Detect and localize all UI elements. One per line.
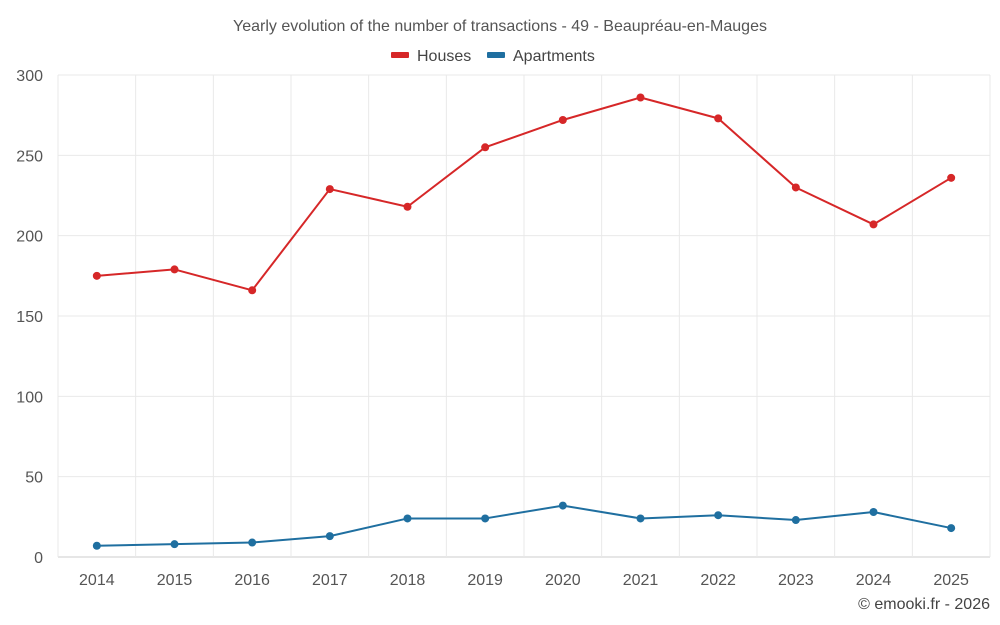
point-apartments-2025[interactable] bbox=[947, 524, 956, 533]
y-axis: 0 50 100 150 200 250 300 bbox=[16, 68, 43, 567]
point-houses-2016[interactable] bbox=[248, 286, 257, 295]
x-tick-label-2016: 2016 bbox=[234, 572, 270, 589]
chart-title: Yearly evolution of the number of transa… bbox=[233, 18, 767, 35]
point-apartments-2014[interactable] bbox=[92, 541, 101, 550]
series-line-apartments bbox=[96, 504, 952, 547]
y-tick-label: 0 bbox=[34, 550, 43, 567]
point-apartments-2022[interactable] bbox=[714, 511, 723, 520]
credit-text: © emooki.fr - 2026 bbox=[858, 596, 990, 613]
series-group bbox=[92, 93, 956, 550]
x-tick-label-2019: 2019 bbox=[467, 572, 503, 589]
x-tick-label-2014: 2014 bbox=[79, 572, 115, 589]
legend-item-apartments[interactable]: Apartments bbox=[487, 48, 595, 65]
point-apartments-2017[interactable] bbox=[325, 532, 334, 541]
point-houses-2022[interactable] bbox=[714, 114, 723, 123]
point-houses-2020[interactable] bbox=[558, 115, 567, 124]
x-axis: 2014 2015 2016 2017 2018 2019 2020 2021 2022 2023… bbox=[79, 572, 969, 589]
x-tick-label-2015: 2015 bbox=[157, 572, 193, 589]
x-tick-label-2018: 2018 bbox=[390, 572, 426, 589]
point-apartments-2024[interactable] bbox=[869, 508, 878, 517]
point-apartments-2020[interactable] bbox=[558, 501, 567, 510]
y-tick-label: 300 bbox=[16, 68, 43, 85]
x-tick-label-2023: 2023 bbox=[778, 572, 814, 589]
y-tick-label: 200 bbox=[16, 229, 43, 246]
point-houses-2019[interactable] bbox=[481, 143, 490, 152]
point-apartments-2021[interactable] bbox=[636, 514, 645, 523]
y-tick-label: 50 bbox=[25, 470, 43, 487]
point-houses-2023[interactable] bbox=[791, 183, 800, 192]
point-houses-2014[interactable] bbox=[92, 271, 101, 280]
point-houses-2025[interactable] bbox=[947, 173, 956, 182]
y-tick-label: 250 bbox=[16, 148, 43, 165]
series-apartments bbox=[92, 501, 956, 550]
point-houses-2017[interactable] bbox=[325, 185, 334, 194]
x-tick-label-2025: 2025 bbox=[933, 572, 969, 589]
point-apartments-2016[interactable] bbox=[248, 538, 257, 547]
point-houses-2015[interactable] bbox=[170, 265, 179, 274]
point-apartments-2015[interactable] bbox=[170, 540, 179, 549]
legend-label-apartments: Apartments bbox=[513, 48, 595, 65]
grid bbox=[57, 74, 991, 558]
legend-swatch-houses bbox=[391, 52, 409, 58]
series-line-houses bbox=[96, 96, 952, 292]
point-houses-2018[interactable] bbox=[403, 202, 412, 211]
point-apartments-2023[interactable] bbox=[791, 516, 800, 525]
series-houses bbox=[92, 93, 956, 295]
x-tick-label-2022: 2022 bbox=[700, 572, 736, 589]
point-houses-2024[interactable] bbox=[869, 220, 878, 229]
legend: Houses Apartments bbox=[391, 48, 595, 65]
x-tick-label-2021: 2021 bbox=[623, 572, 659, 589]
legend-item-houses[interactable]: Houses bbox=[391, 48, 471, 65]
point-apartments-2018[interactable] bbox=[403, 514, 412, 523]
x-tick-label-2017: 2017 bbox=[312, 572, 348, 589]
point-houses-2021[interactable] bbox=[636, 93, 645, 102]
point-apartments-2019[interactable] bbox=[481, 514, 490, 523]
x-tick-label-2020: 2020 bbox=[545, 572, 581, 589]
legend-swatch-apartments bbox=[487, 52, 505, 58]
legend-label-houses: Houses bbox=[417, 48, 471, 65]
x-tick-label-2024: 2024 bbox=[856, 572, 892, 589]
y-tick-label: 150 bbox=[16, 309, 43, 326]
y-tick-label: 100 bbox=[16, 389, 43, 406]
